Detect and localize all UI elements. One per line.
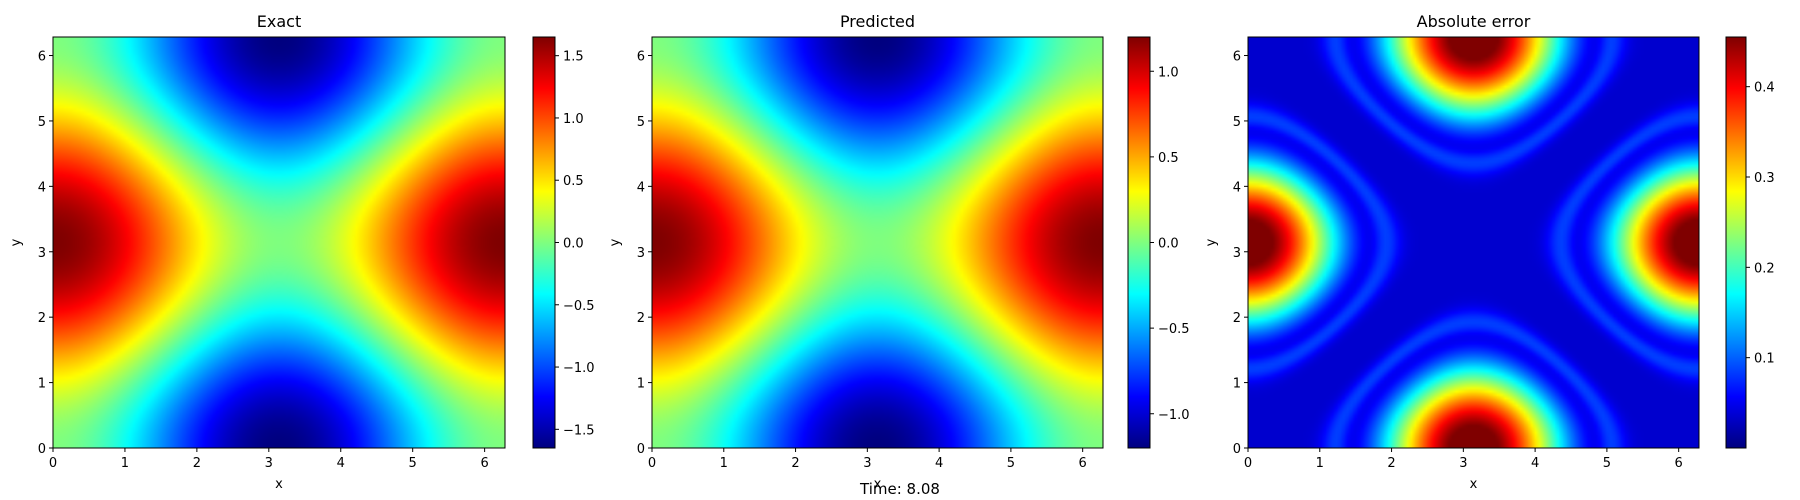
axes-frame <box>1247 36 1700 449</box>
x-tick-label: 2 <box>193 456 201 471</box>
x-tick-label: 6 <box>1675 456 1683 471</box>
y-tick-label: 6 <box>637 50 645 65</box>
x-tick-label: 5 <box>409 456 417 471</box>
x-tick-label: 4 <box>1531 456 1539 471</box>
x-tick-label: 4 <box>935 456 943 471</box>
colorbar-tick-label: 0.1 <box>1754 352 1775 367</box>
x-tick-label: 6 <box>480 456 488 471</box>
y-tick-label: 5 <box>637 115 645 130</box>
y-tick-label: 4 <box>1233 180 1241 195</box>
x-tick-label: 4 <box>337 456 345 471</box>
y-axis-label: y <box>1204 238 1219 246</box>
y-tick-label: 6 <box>38 50 46 65</box>
x-axis-label: x <box>1470 477 1478 492</box>
heatmap-image <box>1248 37 1699 448</box>
chart-title: Absolute error <box>1417 12 1531 31</box>
colorbar <box>1726 37 1746 448</box>
colorbar-tick-label: 1.5 <box>563 50 584 65</box>
chart-title: Exact <box>257 12 301 31</box>
colorbar-tick-label: 0.5 <box>563 174 584 189</box>
x-tick-label: 0 <box>49 456 57 471</box>
colorbar-tick-label: −1.0 <box>563 361 595 376</box>
x-tick-label: 2 <box>791 456 799 471</box>
x-tick-label: 1 <box>1316 456 1324 471</box>
panel-error: Absolute error x y 0 1 2 3 4 5 6 0 1 2 3 4 5 6 0.1 0.2 0.3 0… <box>1204 12 1775 492</box>
x-tick-label: 2 <box>1387 456 1395 471</box>
y-tick-label: 3 <box>637 246 645 261</box>
colorbar-tick-label: −0.5 <box>563 299 595 314</box>
colorbar-tick-label: 1.0 <box>563 112 584 127</box>
y-tick-label: 2 <box>1233 311 1241 326</box>
y-axis-label: y <box>9 238 24 246</box>
x-tick-label: 3 <box>1459 456 1467 471</box>
y-tick-label: 3 <box>38 246 46 261</box>
heatmap-image <box>53 37 505 448</box>
y-tick-label: 4 <box>38 180 46 195</box>
x-tick-label: 5 <box>1603 456 1611 471</box>
colorbar-tick-label: −1.5 <box>563 423 595 438</box>
x-axis-label: x <box>874 477 882 492</box>
y-tick-label: 5 <box>38 115 46 130</box>
y-tick-label: 0 <box>637 442 645 457</box>
axes-frame <box>651 36 1104 449</box>
colorbar-tick-label: 0.5 <box>1158 151 1179 166</box>
x-tick-label: 3 <box>265 456 273 471</box>
colorbar <box>533 37 555 448</box>
y-tick-label: 1 <box>1233 377 1241 392</box>
x-axis-label: x <box>275 477 283 492</box>
axes-frame <box>52 36 506 449</box>
figure-caption: Time: 8.08 <box>860 480 940 498</box>
colorbar-tick-label: 1.0 <box>1158 65 1179 80</box>
chart-title: Predicted <box>840 12 915 31</box>
colorbar-tick-label: 0.4 <box>1754 81 1775 96</box>
x-tick-label: 0 <box>1244 456 1252 471</box>
y-tick-label: 1 <box>637 377 645 392</box>
colorbar-tick-label: −0.5 <box>1158 322 1190 337</box>
colorbar-tick-label: 0.3 <box>1754 171 1775 186</box>
y-tick-label: 2 <box>38 311 46 326</box>
x-tick-label: 6 <box>1079 456 1087 471</box>
colorbar-tick-label: 0.0 <box>563 237 584 252</box>
y-tick-label: 6 <box>1233 50 1241 65</box>
panel-exact: Exact x y 0 1 2 3 4 5 6 0 1 2 3 4 5 6 −1.5 −1.0 −0.5 0.0 0.5 1… <box>9 12 595 492</box>
colorbar-frame <box>1725 36 1747 449</box>
y-tick-label: 2 <box>637 311 645 326</box>
y-tick-label: 0 <box>38 442 46 457</box>
y-tick-label: 3 <box>1233 246 1241 261</box>
x-tick-label: 0 <box>648 456 656 471</box>
colorbar <box>1128 37 1150 448</box>
x-tick-label: 1 <box>121 456 129 471</box>
colorbar-tick-label: 0.2 <box>1754 261 1775 276</box>
y-tick-label: 4 <box>637 180 645 195</box>
y-axis-label: y <box>608 238 623 246</box>
x-tick-label: 1 <box>720 456 728 471</box>
x-tick-label: 3 <box>863 456 871 471</box>
x-tick-label: 5 <box>1007 456 1015 471</box>
y-tick-label: 0 <box>1233 442 1241 457</box>
colorbar-tick-label: 0.0 <box>1158 237 1179 252</box>
colorbar-tick-label: −1.0 <box>1158 408 1190 423</box>
heatmap-image <box>652 37 1103 448</box>
y-tick-label: 5 <box>1233 115 1241 130</box>
y-tick-label: 1 <box>38 377 46 392</box>
panel-predicted: Predicted x y 0 1 2 3 4 5 6 0 1 2 3 4 5 6 −1.0 −0.5 0.0 0.5 1… <box>608 12 1190 492</box>
